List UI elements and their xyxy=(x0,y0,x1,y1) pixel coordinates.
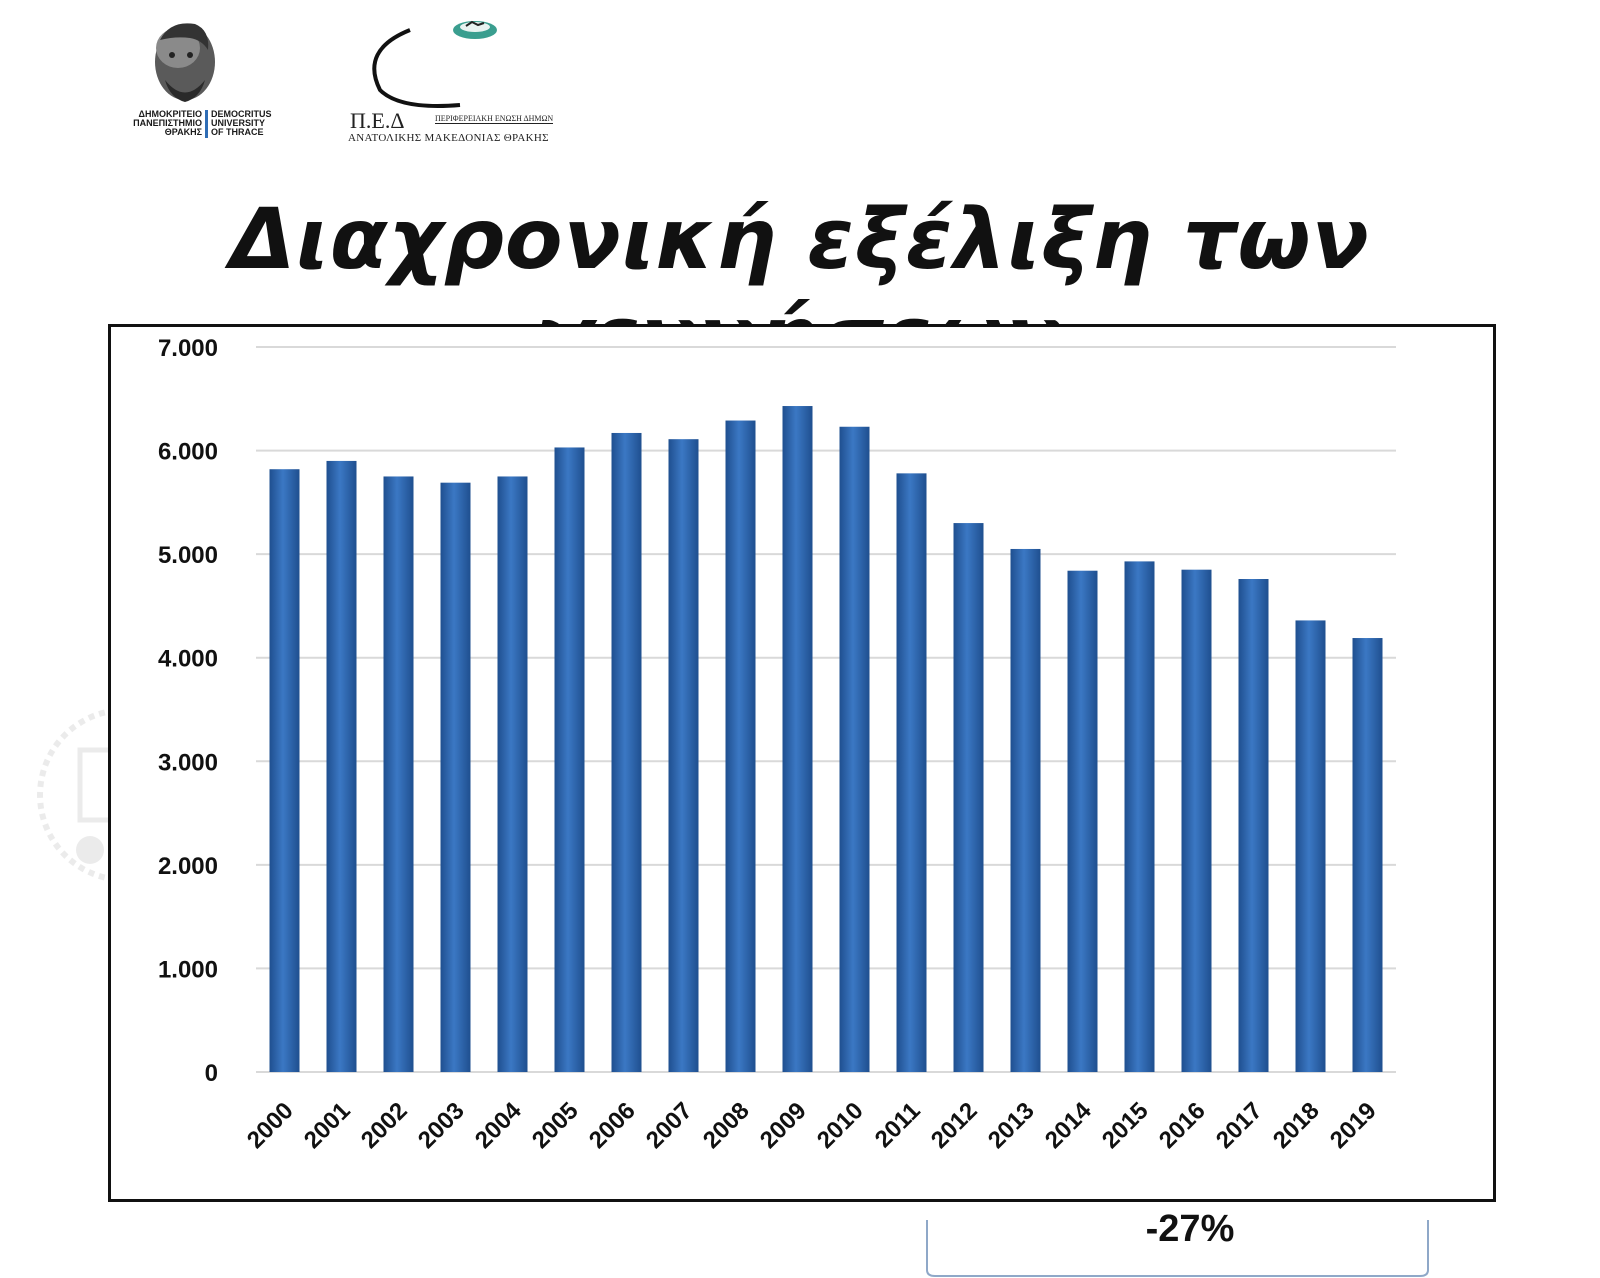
democritus-head-icon xyxy=(155,23,215,102)
bar-2017 xyxy=(1238,579,1269,1072)
x-tick-label: 2019 xyxy=(1325,1097,1382,1154)
bar-2003 xyxy=(440,482,471,1072)
democritus-university-logo: ΔΗΜΟΚΡΙΤΕΙΟ ΠΑΝΕΠΙΣΤΗΜΙΟ ΘΡΑΚΗΣ DEMOCRIT… xyxy=(110,10,280,150)
bar-2016 xyxy=(1181,569,1212,1072)
x-tick-label: 2006 xyxy=(584,1097,641,1154)
chart-canvas: 0 1.000 2.000 3.000 4.000 5.000 6.000 7.000 2000… xyxy=(158,335,1396,1154)
bar-2000 xyxy=(269,469,300,1072)
bar-2018 xyxy=(1295,620,1326,1072)
bar-2012 xyxy=(953,523,984,1072)
x-tick-label: 2007 xyxy=(641,1097,698,1154)
bar-2008 xyxy=(725,420,756,1072)
y-tick-label: 4.000 xyxy=(158,646,218,673)
y-tick-label: 0 xyxy=(205,1060,218,1087)
y-tick-label: 2.000 xyxy=(158,853,218,880)
x-tick-label: 2005 xyxy=(527,1097,584,1154)
x-tick-label: 2012 xyxy=(926,1097,983,1154)
y-tick-label: 5.000 xyxy=(158,542,218,569)
duth-english-text: DEMOCRITUS UNIVERSITY OF THRACE xyxy=(211,109,272,137)
x-tick-label: 2014 xyxy=(1040,1097,1097,1154)
ped-emblem-icon xyxy=(372,20,497,108)
x-tick-label: 2018 xyxy=(1268,1097,1325,1154)
x-tick-label: 2004 xyxy=(470,1097,527,1154)
bar-2010 xyxy=(839,426,870,1072)
bar-2006 xyxy=(611,432,642,1072)
bar-2009 xyxy=(782,406,813,1072)
x-tick-label: 2013 xyxy=(983,1097,1040,1154)
ped-subtitle: ΠΕΡΙΦΕΡΕΙΑΚΗ ΕΝΩΣΗ ΔΗΜΩΝ xyxy=(435,114,554,124)
y-tick-label: 1.000 xyxy=(158,956,218,983)
x-tick-label: 2010 xyxy=(812,1097,869,1154)
bar-2004 xyxy=(497,476,528,1072)
duth-greek-text: ΔΗΜΟΚΡΙΤΕΙΟ ΠΑΝΕΠΙΣΤΗΜΙΟ ΘΡΑΚΗΣ xyxy=(133,109,202,137)
bar-2001 xyxy=(326,460,357,1072)
x-tick-label: 2002 xyxy=(356,1097,413,1154)
percent-change-label: -27% xyxy=(1145,1208,1235,1250)
bar-2011 xyxy=(896,473,927,1072)
bar-2015 xyxy=(1124,561,1155,1072)
x-tick-label: 2000 xyxy=(242,1097,299,1154)
x-tick-label: 2009 xyxy=(755,1097,812,1154)
x-tick-label: 2001 xyxy=(299,1097,356,1154)
bar-2005 xyxy=(554,447,585,1072)
x-tick-label: 2003 xyxy=(413,1097,470,1154)
x-tick-label: 2011 xyxy=(870,1097,926,1153)
bar-2019 xyxy=(1352,638,1383,1072)
bar-2013 xyxy=(1010,548,1041,1072)
bar-2002 xyxy=(383,476,414,1072)
ped-logo: Π.Ε.Δ ΠΕΡΙΦΕΡΕΙΑΚΗ ΕΝΩΣΗ ΔΗΜΩΝ ΑΝΑΤΟΛΙΚΗ… xyxy=(340,10,630,150)
x-tick-label: 2016 xyxy=(1154,1097,1211,1154)
duth-divider xyxy=(205,110,208,138)
y-tick-label: 3.000 xyxy=(158,749,218,776)
range-bracket xyxy=(926,1220,1429,1277)
bar-2007 xyxy=(668,439,699,1072)
bar-chart: 0 1.000 2.000 3.000 4.000 5.000 6.000 7.000 2000… xyxy=(108,324,1496,1202)
x-tick-label: 2017 xyxy=(1211,1097,1268,1154)
y-tick-label: 6.000 xyxy=(158,439,218,466)
y-tick-label: 7.000 xyxy=(158,335,218,362)
ped-name: Π.Ε.Δ xyxy=(350,108,405,133)
bar-2014 xyxy=(1067,570,1098,1072)
logos-area: ΔΗΜΟΚΡΙΤΕΙΟ ΠΑΝΕΠΙΣΤΗΜΙΟ ΘΡΑΚΗΣ DEMOCRIT… xyxy=(110,10,630,150)
ped-region: ΑΝΑΤΟΛΙΚΗΣ ΜΑΚΕΔΟΝΙΑΣ ΘΡΑΚΗΣ xyxy=(348,132,549,144)
x-tick-label: 2008 xyxy=(698,1097,755,1154)
x-tick-label: 2015 xyxy=(1097,1097,1154,1154)
